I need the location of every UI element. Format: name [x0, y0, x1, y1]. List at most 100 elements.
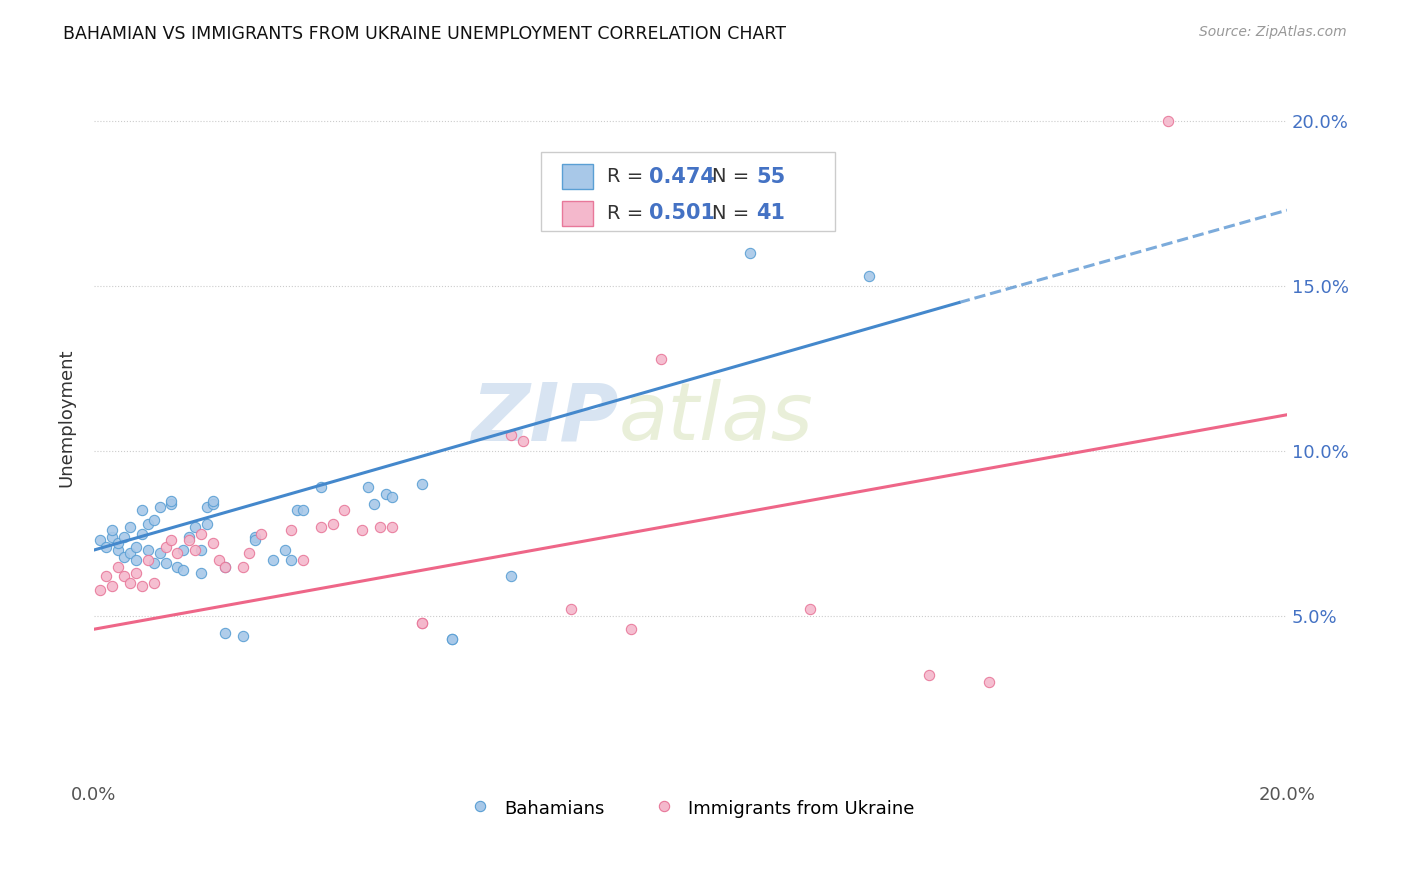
Point: [214, 559, 236, 574]
Point: [125, 566, 148, 581]
Point: [243, 530, 266, 544]
Point: [440, 632, 463, 647]
Point: [375, 487, 398, 501]
Point: [368, 520, 391, 534]
Point: [136, 553, 159, 567]
Point: [107, 536, 129, 550]
Point: [309, 480, 332, 494]
Point: [381, 520, 404, 534]
Point: [94, 569, 117, 583]
Point: [172, 563, 194, 577]
Point: [160, 497, 183, 511]
Point: [101, 530, 124, 544]
Text: Source: ZipAtlas.com: Source: ZipAtlas.com: [1199, 25, 1347, 39]
Point: [512, 434, 534, 449]
Text: R =: R =: [607, 168, 650, 186]
Point: [977, 675, 1000, 690]
Point: [243, 533, 266, 548]
Point: [352, 523, 374, 537]
Point: [291, 503, 314, 517]
Point: [214, 625, 236, 640]
Point: [202, 536, 225, 550]
Point: [501, 569, 523, 583]
Point: [918, 668, 941, 682]
Point: [190, 543, 212, 558]
Point: [799, 602, 821, 616]
Legend: Bahamians, Immigrants from Ukraine: Bahamians, Immigrants from Ukraine: [460, 790, 921, 826]
Point: [250, 526, 273, 541]
Point: [155, 556, 177, 570]
Point: [208, 553, 231, 567]
Point: [101, 579, 124, 593]
Point: [118, 520, 141, 534]
Point: [148, 546, 170, 560]
Point: [858, 269, 880, 284]
Point: [112, 549, 135, 564]
Point: [232, 629, 254, 643]
Point: [184, 520, 207, 534]
Point: [125, 553, 148, 567]
Point: [190, 526, 212, 541]
Point: [232, 559, 254, 574]
Point: [411, 477, 433, 491]
Point: [440, 632, 463, 647]
Point: [238, 546, 260, 560]
Point: [274, 543, 297, 558]
Point: [136, 543, 159, 558]
Point: [309, 520, 332, 534]
Point: [280, 553, 302, 567]
Text: ZIP: ZIP: [471, 379, 619, 457]
Point: [179, 533, 201, 548]
Point: [107, 543, 129, 558]
Point: [89, 582, 111, 597]
Point: [184, 543, 207, 558]
Point: [89, 533, 111, 548]
Point: [262, 553, 284, 567]
Point: [131, 579, 153, 593]
Text: N =: N =: [713, 168, 756, 186]
Point: [112, 530, 135, 544]
Point: [333, 503, 356, 517]
Point: [411, 615, 433, 630]
Point: [179, 530, 201, 544]
Point: [190, 566, 212, 581]
Point: [202, 493, 225, 508]
Point: [136, 516, 159, 531]
Text: atlas: atlas: [619, 379, 814, 457]
Point: [142, 556, 165, 570]
Point: [155, 540, 177, 554]
Text: BAHAMIAN VS IMMIGRANTS FROM UKRAINE UNEMPLOYMENT CORRELATION CHART: BAHAMIAN VS IMMIGRANTS FROM UKRAINE UNEM…: [63, 25, 786, 43]
Text: 0.474: 0.474: [650, 167, 714, 187]
Point: [195, 500, 218, 515]
Point: [1156, 114, 1178, 128]
Point: [112, 569, 135, 583]
Point: [381, 490, 404, 504]
Point: [195, 516, 218, 531]
Point: [125, 540, 148, 554]
Point: [94, 540, 117, 554]
Point: [160, 493, 183, 508]
Point: [285, 503, 308, 517]
Point: [214, 559, 236, 574]
Point: [560, 602, 582, 616]
Point: [118, 576, 141, 591]
Text: 55: 55: [756, 167, 785, 187]
Point: [411, 615, 433, 630]
Point: [620, 622, 643, 636]
Point: [142, 513, 165, 527]
Point: [118, 546, 141, 560]
Text: N =: N =: [713, 203, 756, 223]
Point: [363, 497, 385, 511]
Point: [142, 576, 165, 591]
Point: [322, 516, 344, 531]
Text: 41: 41: [756, 203, 785, 223]
Point: [202, 497, 225, 511]
Point: [501, 427, 523, 442]
Point: [107, 559, 129, 574]
Point: [131, 503, 153, 517]
Point: [166, 559, 188, 574]
Point: [148, 500, 170, 515]
Text: R =: R =: [607, 203, 650, 223]
Point: [650, 351, 672, 366]
Point: [280, 523, 302, 537]
